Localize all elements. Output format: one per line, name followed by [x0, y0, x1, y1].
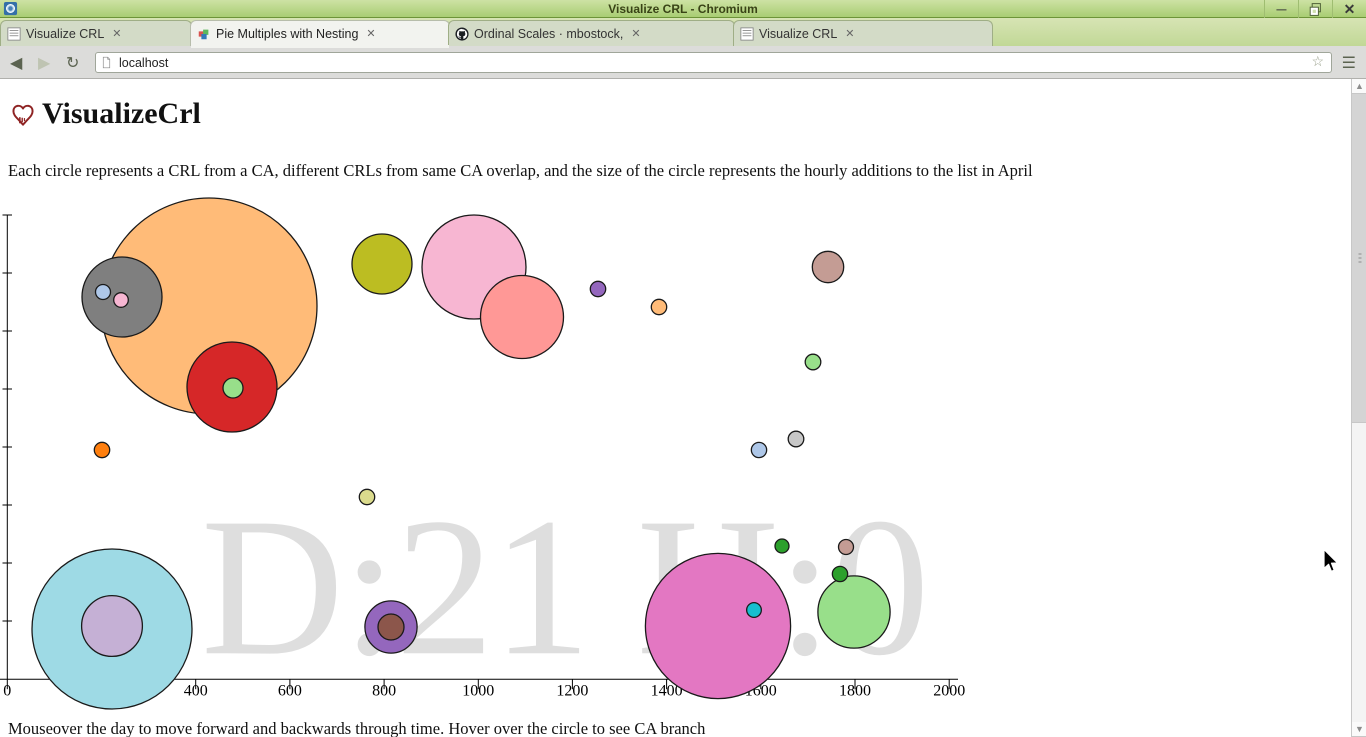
svg-text:600: 600: [278, 683, 302, 700]
svg-text:D:21 H:0: D:21 H:0: [201, 477, 928, 696]
svg-text:0: 0: [3, 683, 11, 700]
svg-text:1800: 1800: [839, 683, 871, 700]
svg-text:400: 400: [184, 683, 208, 700]
svg-text:2000: 2000: [933, 683, 965, 700]
svg-text:800: 800: [372, 683, 396, 700]
svg-text:1200: 1200: [556, 683, 588, 700]
svg-text:1000: 1000: [462, 683, 494, 700]
